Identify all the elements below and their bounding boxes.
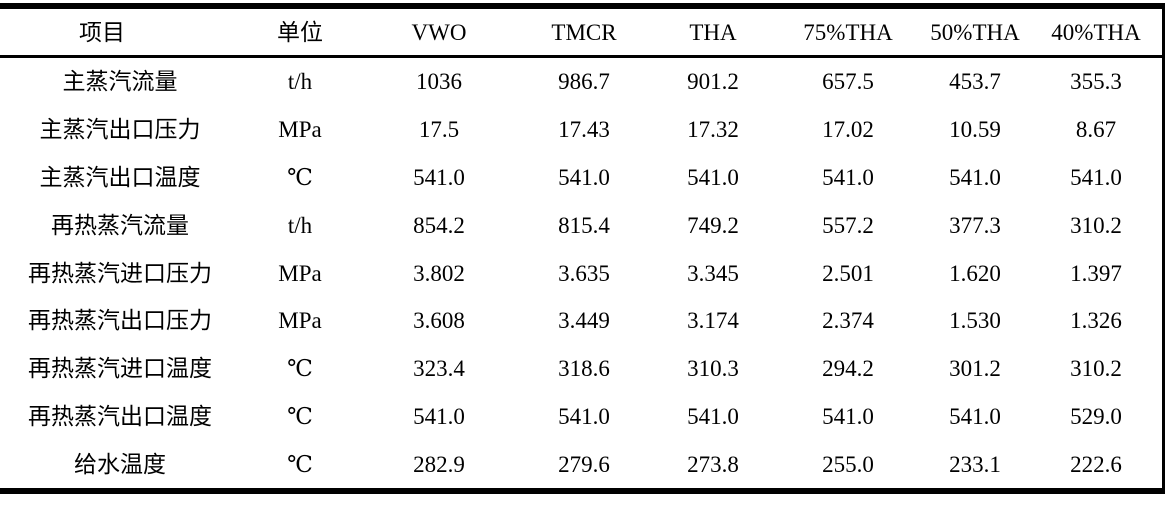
unit-cell: ℃ xyxy=(287,451,313,477)
value-cell: 377.3 xyxy=(949,212,1001,238)
value-cell: 3.635 xyxy=(558,260,610,286)
value-cell: 282.9 xyxy=(413,451,465,477)
value-cell: 541.0 xyxy=(822,403,874,429)
value-cell: 255.0 xyxy=(822,451,874,477)
value-cell: 310.2 xyxy=(1070,356,1122,382)
value-cell: 986.7 xyxy=(558,69,610,95)
value-cell: 8.67 xyxy=(1075,117,1117,143)
table-row: 给水温度 ℃ 282.9 279.6 273.8 255.0 233.1 222… xyxy=(0,440,1162,488)
value-cell: 541.0 xyxy=(413,164,465,190)
table-row: 主蒸汽出口温度 ℃ 541.0 541.0 541.0 541.0 541.0 … xyxy=(0,154,1162,202)
column-header-item: 项目 xyxy=(79,19,125,45)
value-cell: 541.0 xyxy=(1070,164,1122,190)
value-cell: 541.0 xyxy=(822,164,874,190)
value-cell: 541.0 xyxy=(949,403,1001,429)
value-cell: 273.8 xyxy=(687,451,739,477)
unit-cell: MPa xyxy=(278,117,322,143)
unit-cell: MPa xyxy=(278,308,322,334)
value-cell: 3.449 xyxy=(558,308,610,334)
column-header-vwo: VWO xyxy=(411,19,467,45)
unit-cell: ℃ xyxy=(287,164,313,190)
value-cell: 557.2 xyxy=(822,212,874,238)
value-cell: 1.530 xyxy=(949,308,1001,334)
table-row: 再热蒸汽进口压力 MPa 3.802 3.635 3.345 2.501 1.6… xyxy=(0,249,1162,297)
value-cell: 541.0 xyxy=(687,164,739,190)
table-row: 主蒸汽出口压力 MPa 17.5 17.43 17.32 17.02 10.59… xyxy=(0,106,1162,154)
steam-parameters-table: 项目 单位 VWO TMCR THA 75%THA 50%THA 40%THA … xyxy=(0,3,1165,495)
value-cell: 1036 xyxy=(416,69,462,95)
item-cell: 主蒸汽出口压力 xyxy=(39,117,201,143)
column-header-50tha: 50%THA xyxy=(930,19,1020,45)
value-cell: 17.32 xyxy=(687,117,739,143)
unit-cell: t/h xyxy=(287,212,313,238)
table-row: 主蒸汽流量 t/h 1036 986.7 901.2 657.5 453.7 3… xyxy=(0,58,1162,106)
value-cell: 815.4 xyxy=(558,212,610,238)
value-cell: 2.374 xyxy=(822,308,874,334)
table-row: 再热蒸汽出口温度 ℃ 541.0 541.0 541.0 541.0 541.0… xyxy=(0,393,1162,441)
column-header-tha: THA xyxy=(689,19,737,45)
value-cell: 657.5 xyxy=(822,69,874,95)
value-cell: 453.7 xyxy=(949,69,1001,95)
value-cell: 1.620 xyxy=(949,260,1001,286)
column-header-unit: 单位 xyxy=(277,19,323,45)
item-cell: 给水温度 xyxy=(74,451,166,477)
value-cell: 279.6 xyxy=(558,451,610,477)
value-cell: 3.608 xyxy=(413,308,465,334)
value-cell: 541.0 xyxy=(558,403,610,429)
value-cell: 749.2 xyxy=(687,212,739,238)
column-header-75tha: 75%THA xyxy=(803,19,893,45)
value-cell: 355.3 xyxy=(1070,69,1122,95)
table-row: 再热蒸汽进口温度 ℃ 323.4 318.6 310.3 294.2 301.2… xyxy=(0,345,1162,393)
value-cell: 541.0 xyxy=(413,403,465,429)
item-cell: 再热蒸汽进口温度 xyxy=(28,356,212,382)
value-cell: 233.1 xyxy=(949,451,1001,477)
item-cell: 再热蒸汽出口压力 xyxy=(28,308,212,334)
value-cell: 3.802 xyxy=(413,260,465,286)
table-body: 主蒸汽流量 t/h 1036 986.7 901.2 657.5 453.7 3… xyxy=(0,58,1162,488)
table-header-row: 项目 单位 VWO TMCR THA 75%THA 50%THA 40%THA xyxy=(0,9,1162,58)
value-cell: 310.3 xyxy=(687,356,739,382)
unit-cell: ℃ xyxy=(287,356,313,382)
value-cell: 222.6 xyxy=(1070,451,1122,477)
value-cell: 541.0 xyxy=(687,403,739,429)
column-header-tmcr: TMCR xyxy=(551,19,617,45)
value-cell: 2.501 xyxy=(822,260,874,286)
value-cell: 1.397 xyxy=(1070,260,1122,286)
value-cell: 901.2 xyxy=(687,69,739,95)
unit-cell: MPa xyxy=(278,260,322,286)
value-cell: 529.0 xyxy=(1070,403,1122,429)
value-cell: 854.2 xyxy=(413,212,465,238)
table-row: 再热蒸汽出口压力 MPa 3.608 3.449 3.174 2.374 1.5… xyxy=(0,297,1162,345)
table-row: 再热蒸汽流量 t/h 854.2 815.4 749.2 557.2 377.3… xyxy=(0,201,1162,249)
value-cell: 294.2 xyxy=(822,356,874,382)
value-cell: 17.02 xyxy=(822,117,874,143)
item-cell: 主蒸汽出口温度 xyxy=(39,164,201,190)
value-cell: 318.6 xyxy=(558,356,610,382)
value-cell: 310.2 xyxy=(1070,212,1122,238)
value-cell: 3.174 xyxy=(687,308,739,334)
value-cell: 301.2 xyxy=(949,356,1001,382)
value-cell: 541.0 xyxy=(558,164,610,190)
value-cell: 10.59 xyxy=(949,117,1001,143)
value-cell: 541.0 xyxy=(949,164,1001,190)
value-cell: 3.345 xyxy=(687,260,739,286)
value-cell: 17.43 xyxy=(558,117,610,143)
item-cell: 再热蒸汽流量 xyxy=(51,212,189,238)
unit-cell: t/h xyxy=(287,69,313,95)
column-header-40tha: 40%THA xyxy=(1051,19,1141,45)
value-cell: 17.5 xyxy=(418,117,460,143)
item-cell: 再热蒸汽进口压力 xyxy=(28,260,212,286)
value-cell: 1.326 xyxy=(1070,308,1122,334)
item-cell: 再热蒸汽出口温度 xyxy=(28,403,212,429)
value-cell: 323.4 xyxy=(413,356,465,382)
item-cell: 主蒸汽流量 xyxy=(62,69,178,95)
unit-cell: ℃ xyxy=(287,403,313,429)
